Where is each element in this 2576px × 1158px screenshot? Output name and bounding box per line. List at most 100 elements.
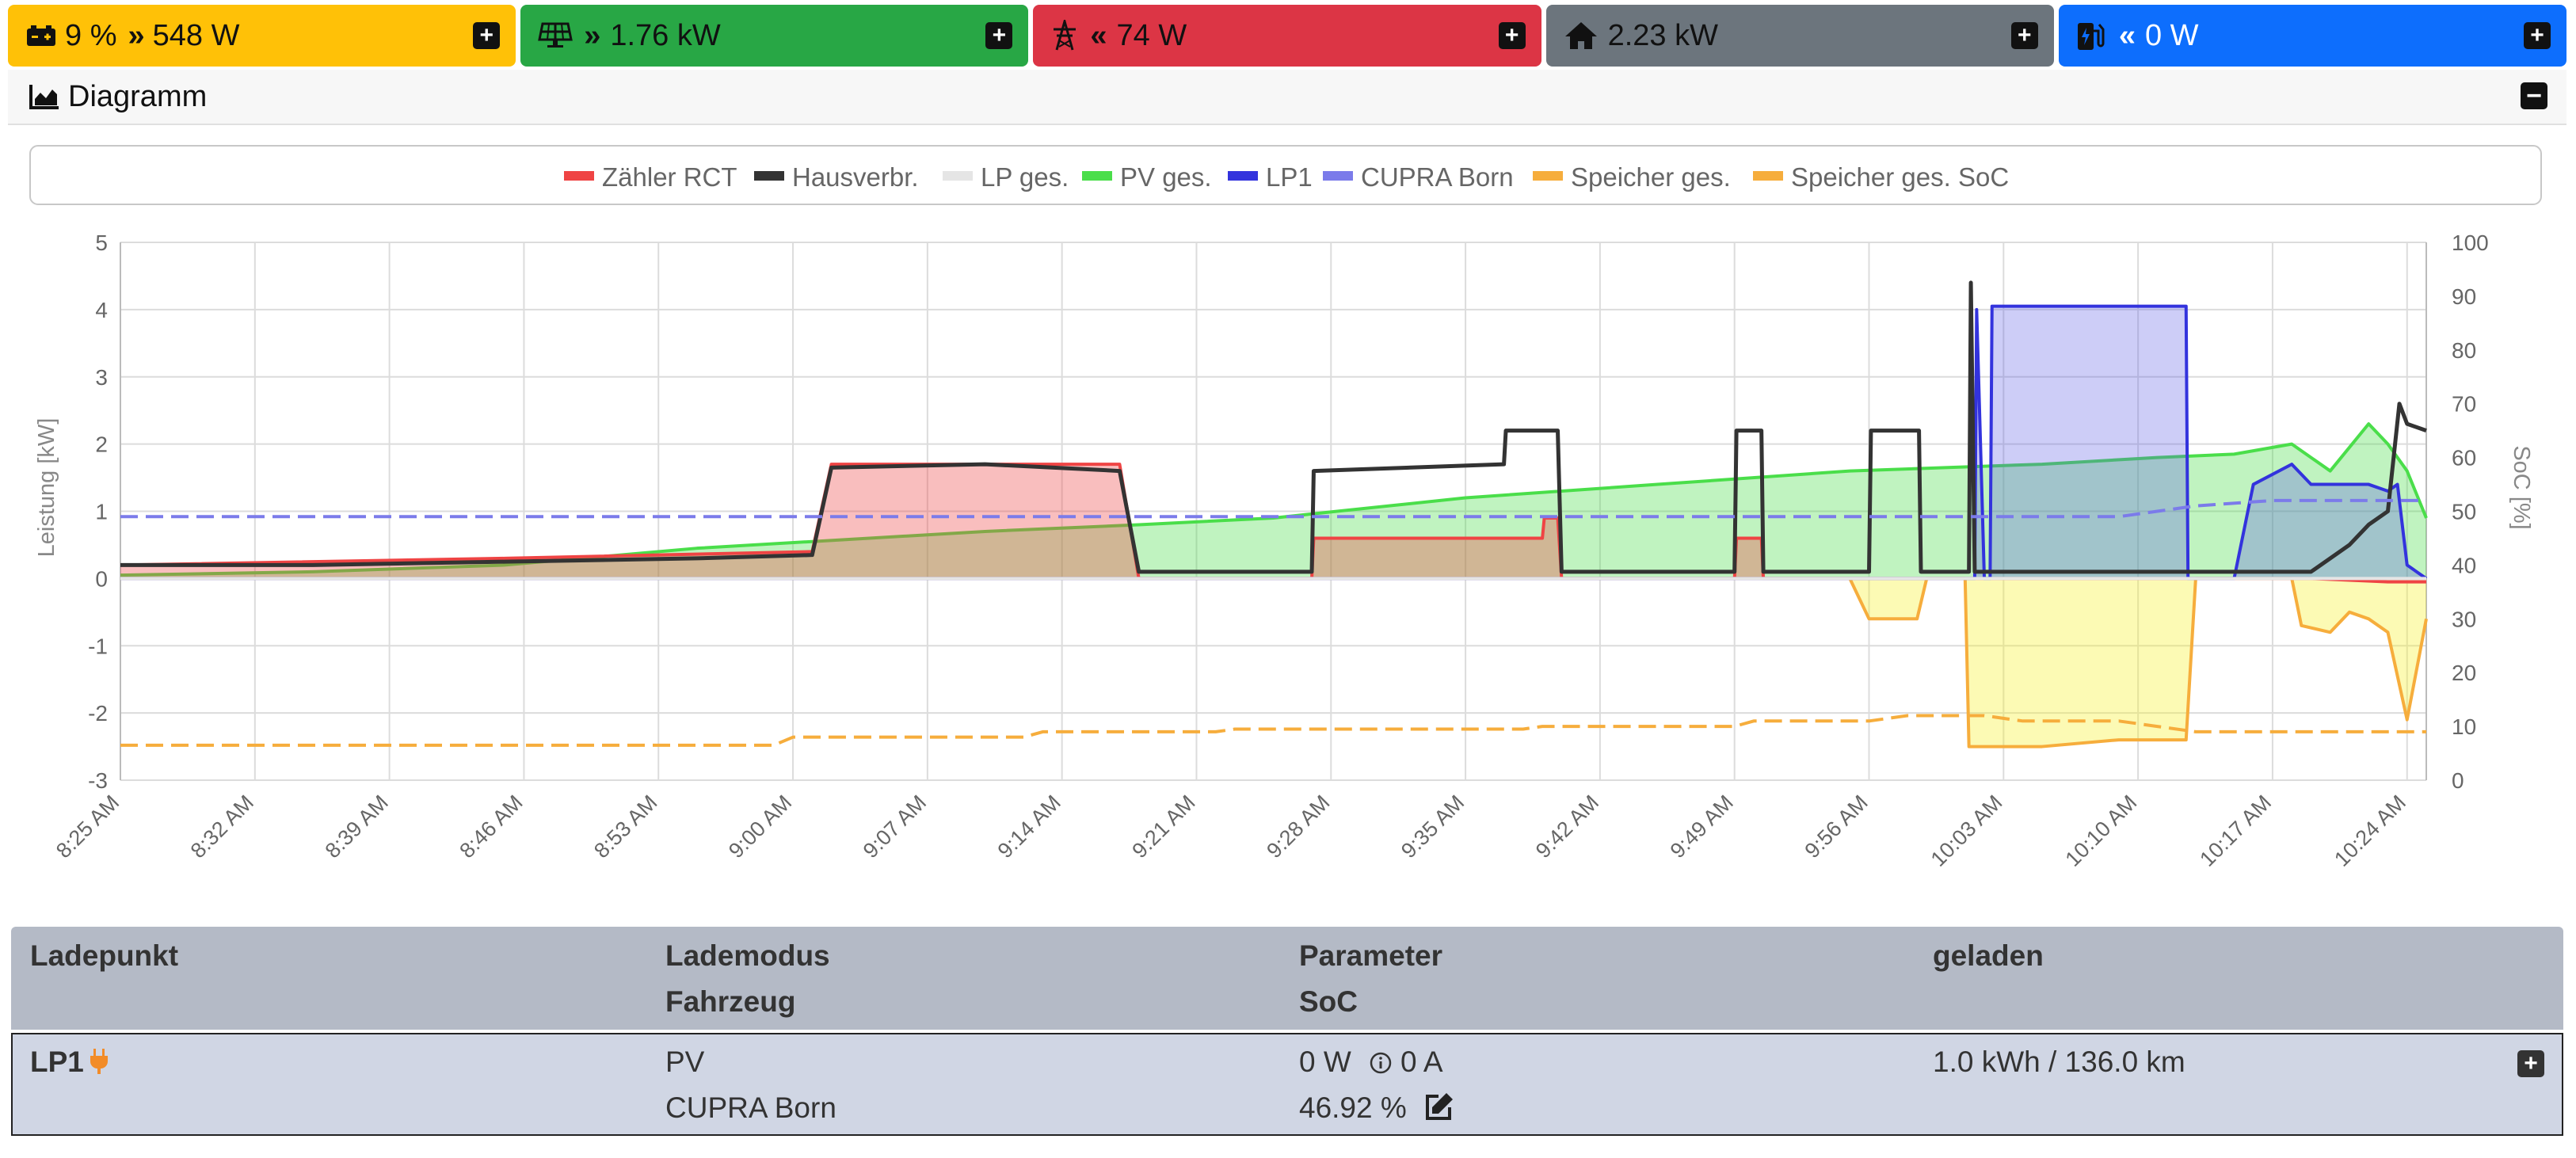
legend-label: CUPRA Born — [1361, 162, 1514, 192]
x-tick-label: 8:46 AM — [455, 790, 527, 863]
info-icon[interactable] — [1369, 1049, 1393, 1082]
legend-swatch — [1533, 171, 1563, 181]
expand-battery-button[interactable]: + — [473, 22, 501, 49]
y2-tick-label: 20 — [2452, 661, 2476, 685]
chart-area-icon — [29, 83, 60, 110]
status-bar: 9 % » 548 W + » 1.76 kW + « 74 W + 2.23 … — [8, 5, 2567, 67]
y-tick-label: 5 — [95, 230, 108, 255]
series-area-pv-ges — [120, 424, 2426, 579]
expand-lp1-button[interactable]: + — [2517, 1050, 2544, 1077]
solar-panel-icon — [538, 22, 574, 49]
arrow-left-icon: « — [2118, 18, 2136, 52]
y-axis-title: Leistung [kW] — [34, 418, 59, 558]
header-fahrzeug: Fahrzeug — [665, 985, 796, 1018]
legend-swatch — [1228, 171, 1258, 181]
expand-pv-button[interactable]: + — [985, 22, 1013, 49]
legend-label: LP ges. — [981, 162, 1069, 192]
grid-tile[interactable]: « 74 W + — [1033, 5, 1541, 67]
series-line-speicher-ges-soc — [120, 714, 2426, 747]
x-tick-label: 10:24 AM — [2330, 790, 2410, 871]
x-tick-label: 8:25 AM — [51, 790, 124, 863]
y-tick-label: -2 — [88, 701, 108, 726]
legend-label: PV ges. — [1120, 162, 1212, 192]
car-battery-icon — [25, 24, 57, 48]
pv-tile[interactable]: » 1.76 kW + — [520, 5, 1029, 67]
x-tick-label: 9:56 AM — [1800, 790, 1872, 863]
y-tick-label: 2 — [95, 432, 108, 457]
expand-charging-button[interactable]: + — [2524, 22, 2551, 49]
legend-label: Speicher ges. — [1571, 162, 1731, 192]
x-tick-label: 10:10 AM — [2060, 790, 2141, 871]
y-tick-label: 1 — [95, 500, 108, 524]
legend-label: LP1 — [1266, 162, 1313, 192]
y-tick-label: -3 — [88, 768, 108, 793]
y-tick-label: 4 — [95, 298, 108, 322]
legend-label: Speicher ges. SoC — [1791, 162, 2009, 192]
grid-power: 74 W — [1116, 18, 1187, 52]
charge-mode[interactable]: PV — [665, 1046, 705, 1078]
series-area-z-hler-rct — [120, 464, 2426, 582]
header-parameter: Parameter — [1299, 939, 1443, 972]
diagram-header[interactable]: Diagramm − — [8, 70, 2566, 125]
y2-tick-label: 30 — [2452, 607, 2476, 631]
x-tick-label: 9:07 AM — [859, 790, 931, 863]
legend-swatch — [1753, 171, 1783, 181]
expand-grid-button[interactable]: + — [1498, 22, 1526, 49]
house-power: 2.23 kW — [1607, 18, 1718, 52]
y2-tick-label: 80 — [2452, 338, 2476, 363]
legend-label: Hausverbr. — [792, 162, 919, 192]
battery-power: 548 W — [152, 18, 240, 52]
x-tick-label: 10:17 AM — [2195, 790, 2276, 871]
table-row[interactable]: LP1 PV CUPRA Born 0 W 0 A 46.92 % 1.0 kW… — [11, 1033, 2563, 1136]
header-lademodus: Lademodus — [665, 939, 830, 972]
edit-icon[interactable] — [1423, 1091, 1454, 1130]
legend-swatch — [1082, 171, 1112, 181]
vehicle-name[interactable]: CUPRA Born — [665, 1091, 836, 1124]
legend-swatch — [564, 171, 594, 181]
plug-icon — [89, 1047, 109, 1083]
header-soc: SoC — [1299, 985, 1358, 1018]
x-tick-label: 9:35 AM — [1397, 790, 1469, 863]
y2-tick-label: 0 — [2452, 768, 2464, 793]
y-tick-label: 3 — [95, 365, 108, 390]
x-tick-label: 9:49 AM — [1666, 790, 1738, 863]
charge-power: 0 W — [1299, 1046, 1351, 1078]
house-tile[interactable]: 2.23 kW + — [1545, 5, 2054, 67]
series-line-hausverbr — [120, 280, 2427, 574]
chargepoint-name: LP1 — [30, 1046, 84, 1078]
legend-swatch — [754, 171, 784, 181]
charge-current: 0 A — [1400, 1046, 1443, 1078]
pv-power: 1.76 kW — [610, 18, 721, 52]
y-tick-label: 0 — [95, 566, 108, 591]
charging-station-icon — [2076, 20, 2108, 51]
header-geladen: geladen — [1933, 939, 2044, 972]
series-line-cupra-born — [120, 498, 2426, 519]
vehicle-soc: 46.92 % — [1299, 1091, 1407, 1124]
house-icon — [1564, 21, 1599, 51]
x-tick-label: 8:53 AM — [589, 790, 661, 863]
x-tick-label: 8:32 AM — [186, 790, 258, 863]
arrow-right-icon: » — [128, 18, 145, 52]
x-tick-label: 9:21 AM — [1127, 790, 1199, 863]
y2-tick-label: 70 — [2452, 392, 2476, 417]
expand-house-button[interactable]: + — [2010, 22, 2038, 49]
y2-tick-label: 60 — [2452, 446, 2476, 470]
diagram-title: Diagramm — [68, 79, 208, 113]
legend-box — [29, 145, 2542, 205]
y-tick-label: -1 — [88, 634, 108, 658]
y2-tick-label: 10 — [2452, 714, 2476, 739]
legend-label: Zähler RCT — [602, 162, 737, 192]
x-tick-label: 9:28 AM — [1262, 790, 1334, 863]
power-chart: Zähler RCT Hausverbr. LP ges. PV ges. LP1 CUP… — [29, 145, 2542, 871]
charging-power: 0 W — [2144, 18, 2199, 52]
collapse-diagram-button[interactable]: − — [2521, 82, 2547, 109]
battery-soc: 9 % — [65, 18, 117, 52]
legend-swatch — [943, 171, 973, 181]
charging-tile[interactable]: « 0 W + — [2058, 5, 2567, 67]
x-tick-label: 9:42 AM — [1531, 790, 1603, 863]
table-header: Ladepunkt Lademodus Fahrzeug Parameter S… — [11, 927, 2563, 1030]
arrow-left-icon: « — [1090, 18, 1107, 52]
arrow-right-icon: » — [584, 18, 601, 52]
y2-tick-label: 40 — [2452, 553, 2476, 577]
battery-tile[interactable]: 9 % » 548 W + — [8, 5, 516, 67]
